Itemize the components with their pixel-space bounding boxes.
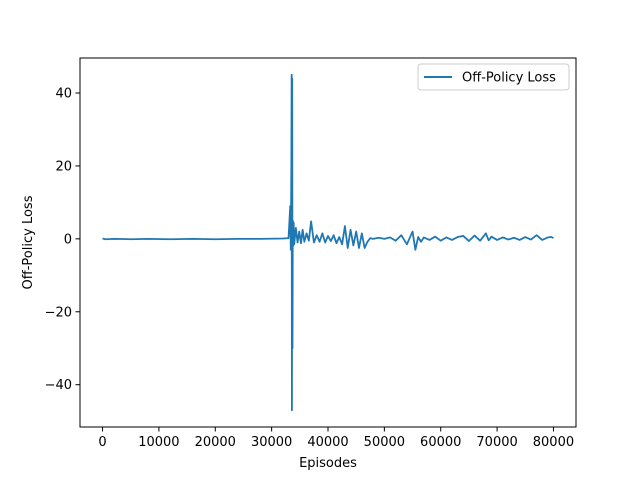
x-tick-label: 10000 — [138, 435, 179, 450]
series-line-0 — [102, 73, 554, 412]
legend: Off-Policy Loss — [417, 63, 570, 91]
y-tick-label: 40 — [55, 87, 72, 102]
y-tick-label: 20 — [55, 159, 72, 174]
x-axis-label: Episodes — [299, 456, 357, 471]
legend-label-off-policy-loss: Off-Policy Loss — [462, 71, 556, 86]
y-tick-label: −40 — [45, 378, 72, 393]
axes-layer: 0 10000 20000 30000 40000 50000 60000 70000 8000… — [45, 57, 577, 450]
y-axis-label: Off-Policy Loss — [21, 195, 36, 289]
plot-area — [80, 58, 576, 427]
x-tick-label: 0 — [98, 435, 106, 450]
legend-frame — [417, 63, 570, 91]
y-tick-label: 0 — [64, 232, 72, 247]
x-tick-label: 40000 — [307, 435, 348, 450]
x-tick-label: 50000 — [364, 435, 405, 450]
x-tick-label: 30000 — [251, 435, 292, 450]
series-layer — [102, 73, 554, 412]
y-tick-label: −20 — [45, 305, 72, 320]
x-tick-label: 80000 — [533, 435, 574, 450]
x-tick-label: 20000 — [195, 435, 236, 450]
x-tick-label: 70000 — [476, 435, 517, 450]
x-tick-label: 60000 — [420, 435, 461, 450]
